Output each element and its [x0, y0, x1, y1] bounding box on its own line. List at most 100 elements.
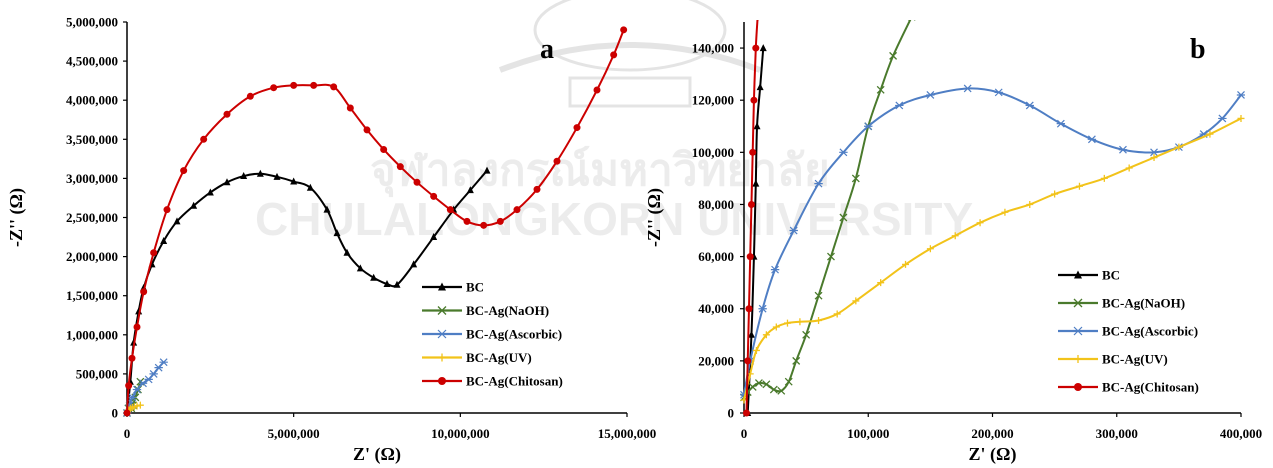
y-tick-label: 5,000,000	[66, 15, 118, 30]
data-point-bc-ag-ascorbic	[770, 265, 780, 274]
data-point-bc-ag-chitosan	[463, 217, 471, 225]
data-point-bc-ag-uv	[833, 310, 841, 318]
data-point-bc	[206, 188, 214, 196]
data-point-bc-ag-ascorbic	[839, 148, 848, 157]
y-tick-label: 100,000	[692, 145, 734, 160]
plot-area	[123, 26, 628, 417]
legend-marker-bc-ag-ascorbic	[1073, 326, 1083, 336]
panel-label: a	[540, 34, 554, 65]
legend-marker-bc-ag-naoh	[437, 306, 447, 315]
data-point-bc-ag-uv	[783, 319, 791, 327]
data-point-bc-ag-chitosan	[246, 92, 254, 100]
data-point-bc-ag-chitosan	[200, 135, 208, 143]
data-point-bc-ag-chitosan	[480, 221, 488, 229]
data-point-bc-ag-chitosan	[553, 157, 561, 165]
x-tick-label: 0	[741, 426, 748, 441]
data-point-bc-ag-chitosan	[745, 305, 753, 313]
data-point-bc-ag-chitosan	[752, 44, 760, 52]
legend-label-bc-ag-naoh: BC-Ag(NaOH)	[1102, 296, 1185, 311]
data-point-bc-ag-chitosan	[346, 104, 354, 112]
legend-label-bc-ag-ascorbic: BC-Ag(Ascorbic)	[466, 327, 562, 342]
data-point-bc-ag-uv	[762, 331, 770, 339]
data-point-bc-ag-ascorbic	[758, 304, 767, 313]
data-point-bc	[290, 177, 298, 185]
legend-marker-bc-ag-uv	[1074, 355, 1082, 363]
data-point-bc	[383, 279, 391, 287]
data-point-bc-ag-naoh	[762, 380, 771, 389]
data-point-bc-ag-uv	[815, 316, 823, 324]
data-point-bc-ag-chitosan	[742, 409, 750, 417]
data-point-bc-ag-ascorbic	[1087, 135, 1097, 144]
data-point-bc-ag-naoh	[777, 386, 786, 395]
data-point-bc-ag-chitosan	[123, 409, 131, 417]
data-point-bc	[752, 179, 760, 187]
x-tick-label: 5,000,000	[268, 426, 320, 441]
data-point-bc-ag-naoh	[814, 291, 823, 300]
x-tick-label: 10,000,000	[431, 426, 490, 441]
data-point-bc-ag-naoh	[839, 213, 848, 222]
x-tick-label: 200,000	[971, 426, 1013, 441]
series-bc-ag-chitosan	[742, 20, 760, 417]
series-line-bc-ag-chitosan	[126, 29, 625, 414]
legend-marker-bc-ag-uv	[438, 353, 446, 362]
data-point-bc-ag-ascorbic	[895, 101, 904, 110]
data-point-bc	[466, 186, 474, 194]
series-bc-ag-naoh	[740, 20, 916, 402]
x-axis-title: Z' (Ω)	[969, 444, 1017, 465]
data-point-bc	[273, 172, 281, 180]
y-tick-label: 3,500,000	[66, 132, 118, 147]
y-tick-label: 2,000,000	[66, 249, 118, 264]
y-tick-label: 20,000	[698, 353, 734, 368]
data-point-bc-ag-uv	[852, 297, 860, 305]
legend-label-bc-ag-chitosan: BC-Ag(Chitosan)	[466, 374, 563, 389]
data-point-bc-ag-uv	[1175, 143, 1183, 151]
data-point-bc-ag-naoh	[748, 382, 757, 391]
data-point-bc	[256, 169, 264, 177]
y-tick-label: 3,000,000	[66, 171, 118, 186]
y-tick-label: 0	[112, 406, 119, 421]
data-point-bc	[173, 217, 181, 225]
data-point-bc-ag-chitosan	[593, 86, 601, 94]
y-tick-label: 4,000,000	[66, 93, 118, 108]
data-point-bc-ag-chitosan	[380, 145, 388, 153]
data-point-bc-ag-naoh	[907, 20, 916, 21]
x-tick-label: 15,000,000	[598, 426, 657, 441]
data-point-bc-ag-ascorbic	[1218, 114, 1227, 123]
data-point-bc-ag-ascorbic	[814, 179, 823, 188]
series-bc	[123, 166, 491, 416]
data-point-bc-ag-naoh	[802, 330, 811, 339]
legend-marker-bc-ag-naoh	[1073, 298, 1083, 308]
chart-panel-b: 0 20,000 40,000 60,000 80,000 100,000 120,000 1…	[644, 20, 1262, 465]
data-point-bc	[240, 172, 248, 180]
data-point-bc-ag-ascorbic	[1025, 101, 1034, 110]
y-axis-title: -Z'' (Ω)	[6, 188, 27, 247]
data-point-bc-ag-chitosan	[128, 354, 136, 362]
data-point-bc-ag-uv	[1125, 164, 1133, 172]
data-point-bc-ag-chitosan	[310, 81, 318, 89]
data-point-bc-ag-uv	[1001, 208, 1009, 216]
data-point-bc-ag-uv	[1237, 114, 1245, 122]
data-point-bc-ag-chitosan	[610, 51, 618, 59]
data-point-bc-ag-ascorbic	[1236, 91, 1245, 99]
data-point-bc-ag-ascorbic	[926, 91, 935, 99]
legend-marker-bc-ag-chitosan	[438, 377, 446, 385]
data-point-bc	[356, 264, 364, 272]
data-point-bc	[747, 330, 755, 338]
data-point-bc-ag-ascorbic	[1056, 119, 1066, 128]
data-point-bc-ag-naoh	[851, 174, 860, 183]
data-point-bc-ag-uv	[951, 232, 959, 240]
data-point-bc-ag-chitosan	[496, 217, 504, 225]
data-point-bc-ag-ascorbic	[963, 84, 972, 93]
data-point-bc-ag-naoh	[784, 377, 793, 386]
data-point-bc-ag-uv	[926, 245, 934, 253]
y-tick-label: 60,000	[698, 249, 734, 264]
data-point-bc-ag-chitosan	[133, 323, 141, 331]
data-point-bc-ag-chitosan	[513, 206, 521, 214]
data-point-bc	[410, 260, 418, 268]
series-line-bc-ag-naoh	[743, 20, 912, 398]
data-point-bc-ag-chitosan	[749, 148, 757, 156]
data-point-bc	[190, 201, 198, 209]
data-point-bc-ag-ascorbic	[1118, 145, 1128, 154]
data-point-bc-ag-uv	[1206, 130, 1214, 138]
